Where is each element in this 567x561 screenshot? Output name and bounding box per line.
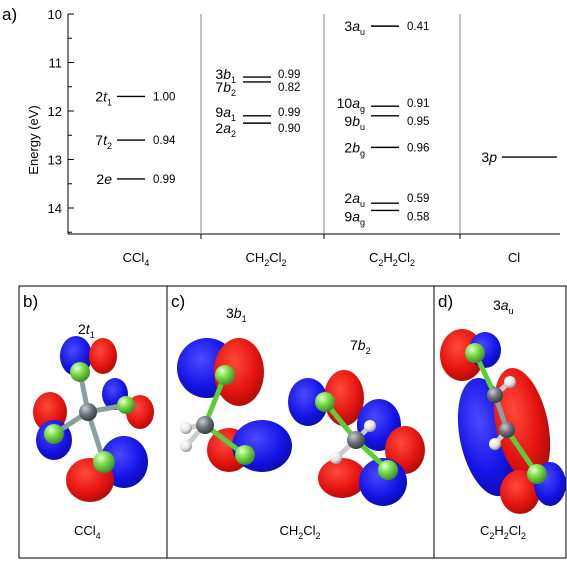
column-label-ccl4: CCl4 bbox=[123, 250, 150, 268]
orbital-label: 9bu bbox=[344, 113, 365, 132]
y-axis-title: Energy (eV) bbox=[26, 105, 41, 174]
pole-strength-value: 0.41 bbox=[407, 21, 429, 33]
pole-strength-value: 0.91 bbox=[407, 98, 429, 110]
panel-c: c) 3b1 7b2 bbox=[166, 285, 435, 559]
carbon-atom bbox=[487, 387, 503, 403]
orbital-label: 10ag bbox=[337, 95, 365, 114]
pole-strength-value: 0.96 bbox=[407, 142, 429, 154]
orbital-label: 2bg bbox=[344, 139, 365, 158]
pole-strength-value: 0.99 bbox=[153, 174, 175, 186]
hydrogen-atom bbox=[330, 452, 342, 464]
orbital-label-3au: 3au bbox=[493, 297, 514, 316]
ch2cl2-3b1-orbital-picture bbox=[177, 338, 292, 472]
c2h2cl2-orbital-picture bbox=[440, 329, 566, 514]
chlorine-atom bbox=[215, 365, 235, 385]
y-tick-label: 14 bbox=[48, 201, 62, 216]
column-label-ch2cl2: CH2Cl2 bbox=[245, 250, 286, 268]
orbital-label: 3p bbox=[481, 149, 497, 165]
pole-strength-value: 0.82 bbox=[278, 82, 300, 94]
chlorine-atom bbox=[70, 362, 90, 382]
column-label-c2h2cl2: C2H2Cl2 bbox=[369, 250, 415, 268]
panel-b: b) 2t1 CCl4 bbox=[18, 285, 168, 559]
panel-a: a) Energy (eV) 10 11 12 13 14 2t1 1.00 7t2 0.94… bbox=[2, 5, 560, 268]
carbon-atom bbox=[196, 416, 214, 434]
molecule-label-ch2cl2: CH2Cl2 bbox=[279, 523, 320, 541]
chlorine-atom bbox=[117, 396, 135, 414]
hydrogen-atom bbox=[180, 440, 192, 452]
orbital-label: 2e bbox=[96, 171, 112, 187]
chlorine-atom bbox=[93, 451, 115, 473]
carbon-atom bbox=[347, 431, 365, 449]
carbon-atom bbox=[79, 403, 97, 421]
orbital-label: 7t2 bbox=[95, 132, 112, 151]
y-ticks: 10 11 12 13 14 bbox=[48, 7, 74, 233]
molecule-label-c2h2cl2: C2H2Cl2 bbox=[480, 523, 526, 541]
pole-strength-value: 0.59 bbox=[407, 193, 429, 205]
chlorine-atom bbox=[44, 424, 64, 444]
orbital-label-3b1: 3b1 bbox=[226, 305, 247, 324]
orbital-lobe bbox=[493, 368, 551, 482]
hydrogen-atom bbox=[180, 422, 192, 434]
orbital-lobe bbox=[214, 338, 264, 406]
orbital-lobe bbox=[288, 378, 328, 426]
orbital-label-7b2: 7b2 bbox=[350, 337, 371, 356]
chlorine-atom bbox=[315, 392, 335, 412]
ccl4-orbital-picture bbox=[33, 336, 154, 502]
panel-b-tag: b) bbox=[23, 292, 38, 311]
pole-strength-value: 0.95 bbox=[407, 116, 429, 128]
pole-strength-value: 0.99 bbox=[278, 107, 300, 119]
panel-d: d) 3au C2H2Cl2 bbox=[433, 285, 567, 559]
y-tick-label: 10 bbox=[48, 7, 62, 22]
panel-a-tag: a) bbox=[2, 5, 17, 24]
chlorine-atom bbox=[378, 460, 398, 480]
pole-strength-value: 1.00 bbox=[153, 91, 175, 103]
column-label-cl: Cl bbox=[508, 250, 520, 265]
chlorine-atom bbox=[465, 343, 485, 363]
hydrogen-atom bbox=[489, 438, 501, 450]
orbital-label: 3b1 bbox=[215, 66, 236, 85]
y-tick-label: 13 bbox=[48, 153, 62, 168]
chlorine-atom bbox=[235, 445, 255, 465]
ch2cl2-7b2-orbital-picture bbox=[288, 370, 425, 506]
orbital-label: 2a2 bbox=[215, 120, 236, 139]
energy-levels: 2t1 1.00 7t2 0.94 2e 0.99 3b1 0.99 7b2 0.82 9a1 0.9… bbox=[95, 18, 557, 227]
orbital-lobe bbox=[318, 458, 366, 498]
molecule-label-ccl4: CCl4 bbox=[74, 523, 101, 541]
pole-strength-value: 0.58 bbox=[407, 211, 429, 223]
pole-strength-value: 0.94 bbox=[153, 135, 176, 147]
orbital-label: 9ag bbox=[344, 208, 365, 227]
y-tick-label: 12 bbox=[48, 104, 62, 119]
carbon-atom bbox=[499, 422, 515, 438]
hydrogen-atom bbox=[364, 420, 376, 432]
orbital-lobe bbox=[89, 338, 117, 374]
panel-d-tag: d) bbox=[438, 292, 453, 311]
x-ticks bbox=[200, 234, 461, 239]
pole-strength-value: 0.90 bbox=[278, 123, 300, 135]
orbital-label: 9a1 bbox=[215, 104, 236, 123]
orbital-label-2t1: 2t1 bbox=[78, 321, 95, 340]
pole-strength-value: 0.99 bbox=[278, 69, 300, 81]
orbital-label: 3au bbox=[344, 18, 365, 37]
panel-c-tag: c) bbox=[171, 292, 185, 311]
orbital-label: 2t1 bbox=[95, 88, 112, 107]
orbital-label: 2au bbox=[344, 190, 365, 209]
panel-d-frame bbox=[433, 285, 567, 559]
chlorine-atom bbox=[527, 464, 547, 484]
orbital-label: 7b2 bbox=[215, 79, 236, 98]
hydrogen-atom bbox=[504, 376, 516, 388]
y-tick-label: 11 bbox=[49, 56, 63, 71]
